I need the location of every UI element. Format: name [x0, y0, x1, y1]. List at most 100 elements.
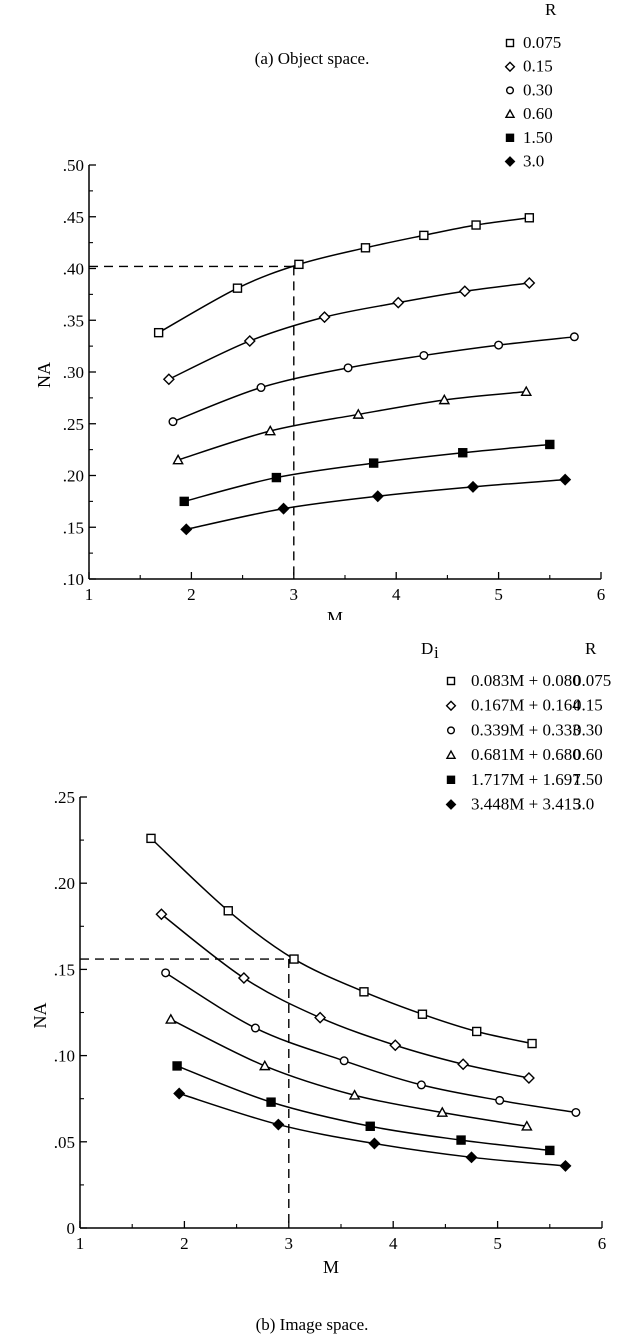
data-point-1.50: [179, 496, 189, 507]
data-point-0.15: [392, 296, 405, 309]
data-point-0.15: [523, 277, 536, 289]
data-point-0.30: [161, 968, 171, 978]
y-tick-label: .05: [54, 1133, 75, 1152]
y-tick-label: .20: [54, 874, 75, 893]
x-axis-label: M: [323, 1257, 339, 1277]
data-point-0.15: [389, 1039, 402, 1052]
data-point-0.15: [318, 311, 331, 324]
legend-header-r: R: [545, 0, 557, 19]
y-tick-label: .25: [63, 415, 84, 434]
legend-r-label: 3.0: [523, 152, 544, 171]
data-point-0.15: [314, 1011, 327, 1024]
legend-marker-0.30: [446, 726, 456, 735]
series-line-0.075: [158, 217, 530, 334]
data-point-0.30: [495, 1095, 505, 1105]
data-point-3.0: [465, 1151, 478, 1164]
legend-r-label: 1.50: [573, 770, 603, 789]
series-line-3.0: [186, 478, 566, 531]
data-point-3.0: [559, 1159, 572, 1172]
chart-object-space: 1 2 3 4 5 6 .10 .15 .20 .25 .30 .35 .40 .45 .50 M NA R 0.0…: [34, 0, 606, 620]
legend-r-label: 0.60: [523, 104, 553, 123]
x-tick-label: 5: [494, 585, 503, 604]
data-point-0.075: [146, 833, 156, 844]
data-point-0.075: [359, 987, 369, 997]
data-point-0.30: [571, 1107, 581, 1117]
y-tick-label: .15: [54, 960, 75, 979]
data-point-1.50: [458, 448, 468, 458]
legend-r-label: 0.60: [573, 745, 603, 764]
data-point-0.60: [258, 1059, 271, 1071]
legend-r-label: 3.0: [573, 795, 594, 814]
y-tick-label: .15: [63, 518, 84, 537]
data-point-1.50: [266, 1097, 276, 1107]
data-point-0.15: [237, 972, 250, 985]
data-point-0.075: [223, 906, 233, 916]
data-point-0.30: [419, 350, 429, 360]
y-tick-label: .10: [63, 570, 84, 589]
data-point-0.075: [232, 283, 243, 293]
data-point-0.15: [162, 373, 175, 386]
data-point-3.0: [180, 523, 193, 536]
data-point-3.0: [371, 490, 384, 503]
series-line-1.50: [184, 443, 550, 503]
legend-r-label: 0.15: [523, 57, 553, 76]
data-point-0.15: [243, 334, 256, 347]
legend-marker-3.0: [445, 799, 457, 810]
x-tick-label: 6: [598, 1234, 607, 1253]
data-point-0.30: [168, 417, 178, 427]
data-point-0.075: [294, 259, 304, 270]
legend-r-label: 0.15: [573, 696, 603, 715]
x-tick-label: 3: [290, 585, 299, 604]
x-tick-label: 6: [597, 585, 606, 604]
y-axis-label: NA: [30, 1003, 50, 1029]
legend-marker-0.60: [504, 108, 516, 119]
data-point-0.60: [520, 385, 533, 397]
x-tick-label: 1: [76, 1234, 85, 1253]
data-point-0.30: [256, 383, 266, 393]
series-line-0.075: [150, 837, 533, 1045]
legend-r-label: 0.30: [573, 720, 603, 739]
data-point-0.30: [250, 1023, 260, 1033]
legend-di-label: 0.083M + 0.080: [471, 671, 581, 690]
series-line-1.50: [176, 1065, 550, 1152]
figure-caption: (a) Object space.: [255, 49, 370, 68]
legend-marker-0.15: [504, 61, 516, 73]
series-line-0.30: [172, 336, 575, 423]
data-point-0.60: [352, 408, 365, 419]
y-tick-label: .10: [54, 1047, 75, 1066]
y-tick-label: .40: [63, 260, 84, 279]
data-point-1.50: [545, 1145, 555, 1156]
data-point-3.0: [277, 502, 290, 515]
data-point-3.0: [272, 1118, 285, 1131]
legend-header-di: D: [421, 639, 433, 658]
legend-marker-1.50: [446, 775, 456, 785]
legend-marker-0.60: [445, 749, 457, 760]
data-point-0.075: [417, 1009, 428, 1019]
figure-caption: (b) Image space.: [256, 1315, 369, 1334]
y-tick-label: .50: [63, 156, 84, 175]
x-tick-label: 1: [85, 585, 94, 604]
data-point-0.60: [165, 1013, 177, 1024]
data-point-0.075: [471, 220, 481, 230]
data-point-3.0: [559, 473, 572, 486]
data-point-0.60: [172, 453, 184, 465]
legend-marker-0.075: [505, 38, 515, 48]
y-tick-label: .35: [63, 311, 84, 330]
data-point-0.15: [458, 285, 471, 298]
data-point-0.075: [289, 954, 299, 964]
data-point-1.50: [368, 458, 379, 468]
data-point-3.0: [368, 1137, 381, 1150]
data-point-0.15: [155, 908, 168, 921]
legend-r-label: 1.50: [523, 128, 553, 147]
legend-di-label: 1.717M + 1.697: [471, 770, 581, 789]
y-tick-label: .20: [63, 467, 84, 486]
data-point-0.60: [521, 1120, 533, 1131]
data-point-0.075: [419, 230, 429, 241]
data-point-3.0: [173, 1087, 186, 1100]
data-point-1.50: [271, 472, 282, 483]
data-point-0.60: [264, 424, 277, 436]
series-line-0.60: [177, 390, 527, 461]
legend-marker-0.30: [505, 86, 515, 95]
legend-r-label: 0.30: [523, 80, 553, 99]
data-point-0.075: [360, 243, 371, 253]
